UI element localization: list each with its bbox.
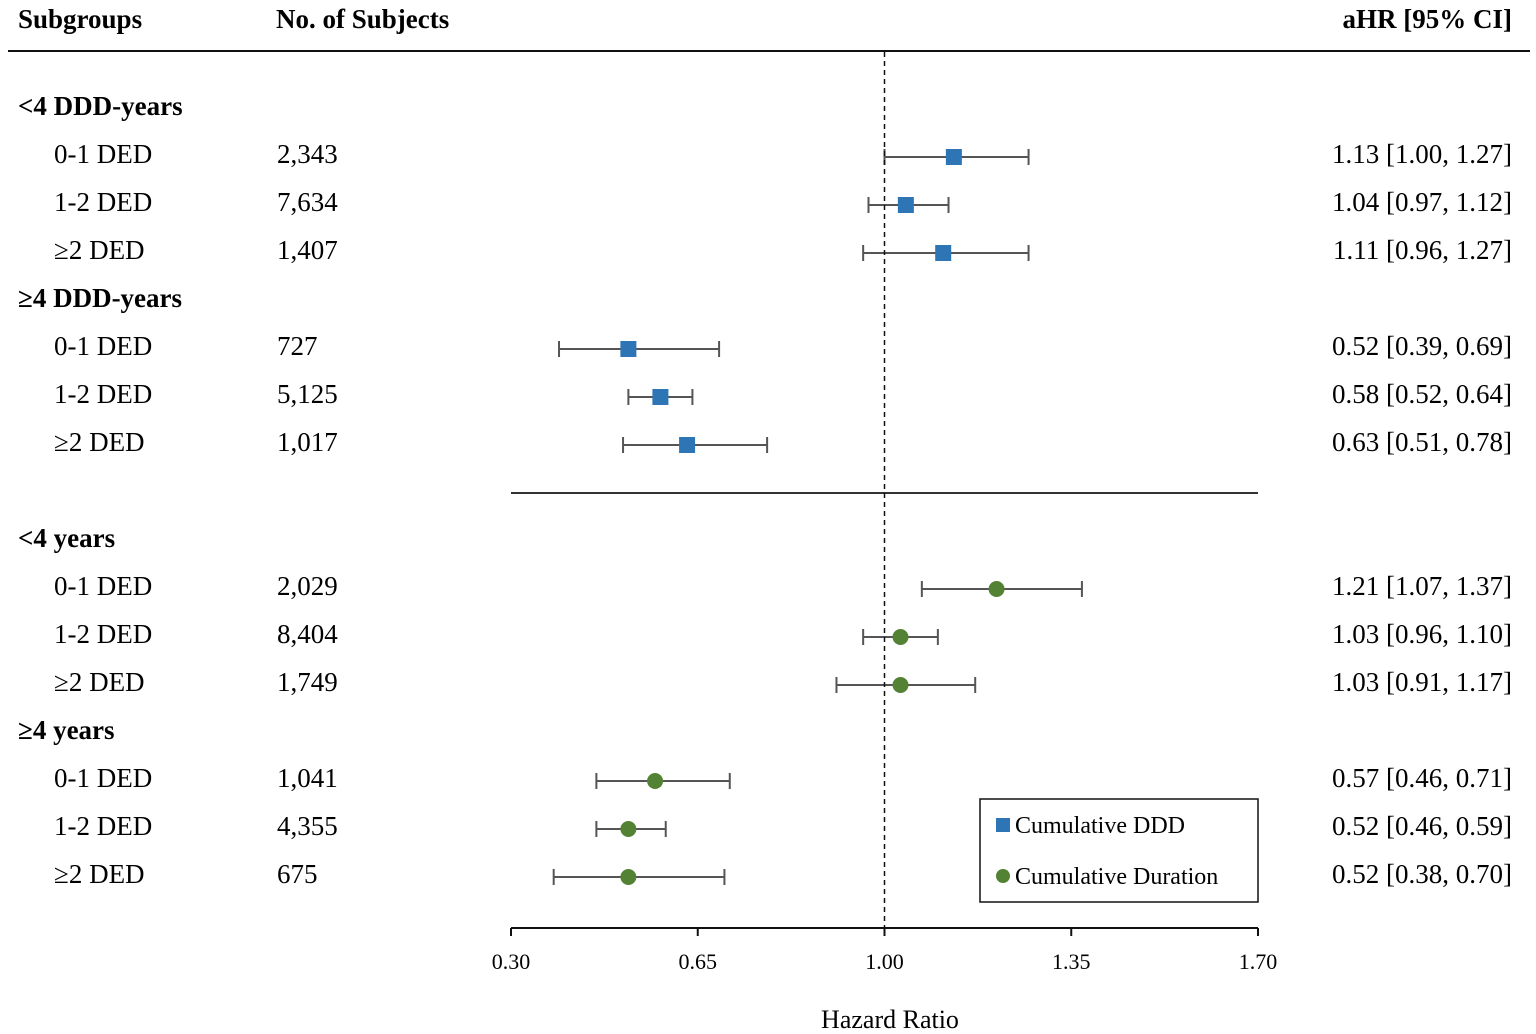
row-subjects: 1,749 <box>277 667 338 697</box>
row-estimate: 1.11 [0.96, 1.27] <box>1333 235 1512 265</box>
row-label: 1-2 DED <box>54 379 152 409</box>
legend: Cumulative DDD Cumulative Duration <box>979 798 1259 903</box>
x-tick-label: 1.00 <box>865 949 904 974</box>
row-estimate: 1.21 [1.07, 1.37] <box>1332 571 1512 601</box>
point-estimate-square <box>620 341 637 357</box>
row-subjects: 5,125 <box>277 379 338 409</box>
row-estimate: 0.52 [0.39, 0.69] <box>1332 331 1512 361</box>
row-estimate: 0.52 [0.46, 0.59] <box>1332 811 1512 841</box>
row-subjects: 8,404 <box>277 619 338 649</box>
row-subjects: 1,407 <box>277 235 338 265</box>
marks-layer <box>552 52 1083 928</box>
row-label: ≥2 DED <box>54 667 145 697</box>
x-tick-label: 0.30 <box>492 949 531 974</box>
header-subgroups: Subgroups <box>18 4 142 34</box>
group-label: ≥4 DDD-years <box>18 283 182 313</box>
rows-layer: <4 DDD-years 0-1 DED 2,343 1.13 [1.00, 1.27… <box>18 91 1512 889</box>
row-subjects: 727 <box>277 331 318 361</box>
point-estimate-square <box>935 245 952 261</box>
row-subjects: 4,355 <box>277 811 338 841</box>
row-label: 1-2 DED <box>54 619 152 649</box>
point-estimate-circle <box>647 773 664 789</box>
point-estimate-square <box>652 389 669 405</box>
row-subjects: 7,634 <box>277 187 338 217</box>
row-estimate: 1.04 [0.97, 1.12] <box>1332 187 1512 217</box>
point-estimate-square <box>679 437 696 453</box>
row-label: 0-1 DED <box>54 571 152 601</box>
row-estimate: 0.57 [0.46, 0.71] <box>1332 763 1512 793</box>
point-estimate-circle <box>620 869 637 885</box>
x-tick-label: 1.35 <box>1052 949 1091 974</box>
row-label: ≥2 DED <box>54 235 145 265</box>
row-label: 0-1 DED <box>54 331 152 361</box>
row-label: 1-2 DED <box>54 811 152 841</box>
row-subjects: 1,017 <box>277 427 338 457</box>
row-label: 0-1 DED <box>54 763 152 793</box>
x-tick-label: 0.65 <box>679 949 718 974</box>
row-label: ≥2 DED <box>54 427 145 457</box>
row-label: 0-1 DED <box>54 139 152 169</box>
row-estimate: 1.03 [0.91, 1.17] <box>1332 667 1512 697</box>
row-estimate: 0.58 [0.52, 0.64] <box>1332 379 1512 409</box>
row-subjects: 2,029 <box>277 571 338 601</box>
group-label: <4 years <box>18 523 115 553</box>
header-subjects: No. of Subjects <box>276 4 449 34</box>
point-estimate-circle <box>892 677 909 693</box>
row-subjects: 1,041 <box>277 763 338 793</box>
legend-circle-marker <box>996 869 1010 883</box>
point-estimate-circle <box>620 821 637 837</box>
row-estimate: 0.52 [0.38, 0.70] <box>1332 859 1512 889</box>
point-estimate-circle <box>988 581 1005 597</box>
x-tick-label: 1.70 <box>1239 949 1278 974</box>
row-estimate: 1.03 [0.96, 1.10] <box>1332 619 1512 649</box>
row-label: ≥2 DED <box>54 859 145 889</box>
x-axis: 0.30 0.65 1.00 1.35 1.70 <box>492 927 1278 974</box>
legend-label-duration: Cumulative Duration <box>1015 864 1218 890</box>
point-estimate-circle <box>892 629 909 645</box>
row-label: 1-2 DED <box>54 187 152 217</box>
row-subjects: 2,343 <box>277 139 338 169</box>
row-subjects: 675 <box>277 859 318 889</box>
x-axis-label: Hazard Ratio <box>821 1005 959 1034</box>
legend-square-marker <box>996 818 1010 832</box>
group-label: <4 DDD-years <box>18 91 183 121</box>
point-estimate-square <box>897 197 914 213</box>
header-estimate: aHR [95% CI] <box>1343 4 1513 34</box>
point-estimate-square <box>945 149 962 165</box>
legend-label-ddd: Cumulative DDD <box>1015 813 1185 839</box>
row-estimate: 0.63 [0.51, 0.78] <box>1332 427 1512 457</box>
row-estimate: 1.13 [1.00, 1.27] <box>1332 139 1512 169</box>
legend-box <box>979 798 1259 903</box>
group-label: ≥4 years <box>18 715 115 745</box>
